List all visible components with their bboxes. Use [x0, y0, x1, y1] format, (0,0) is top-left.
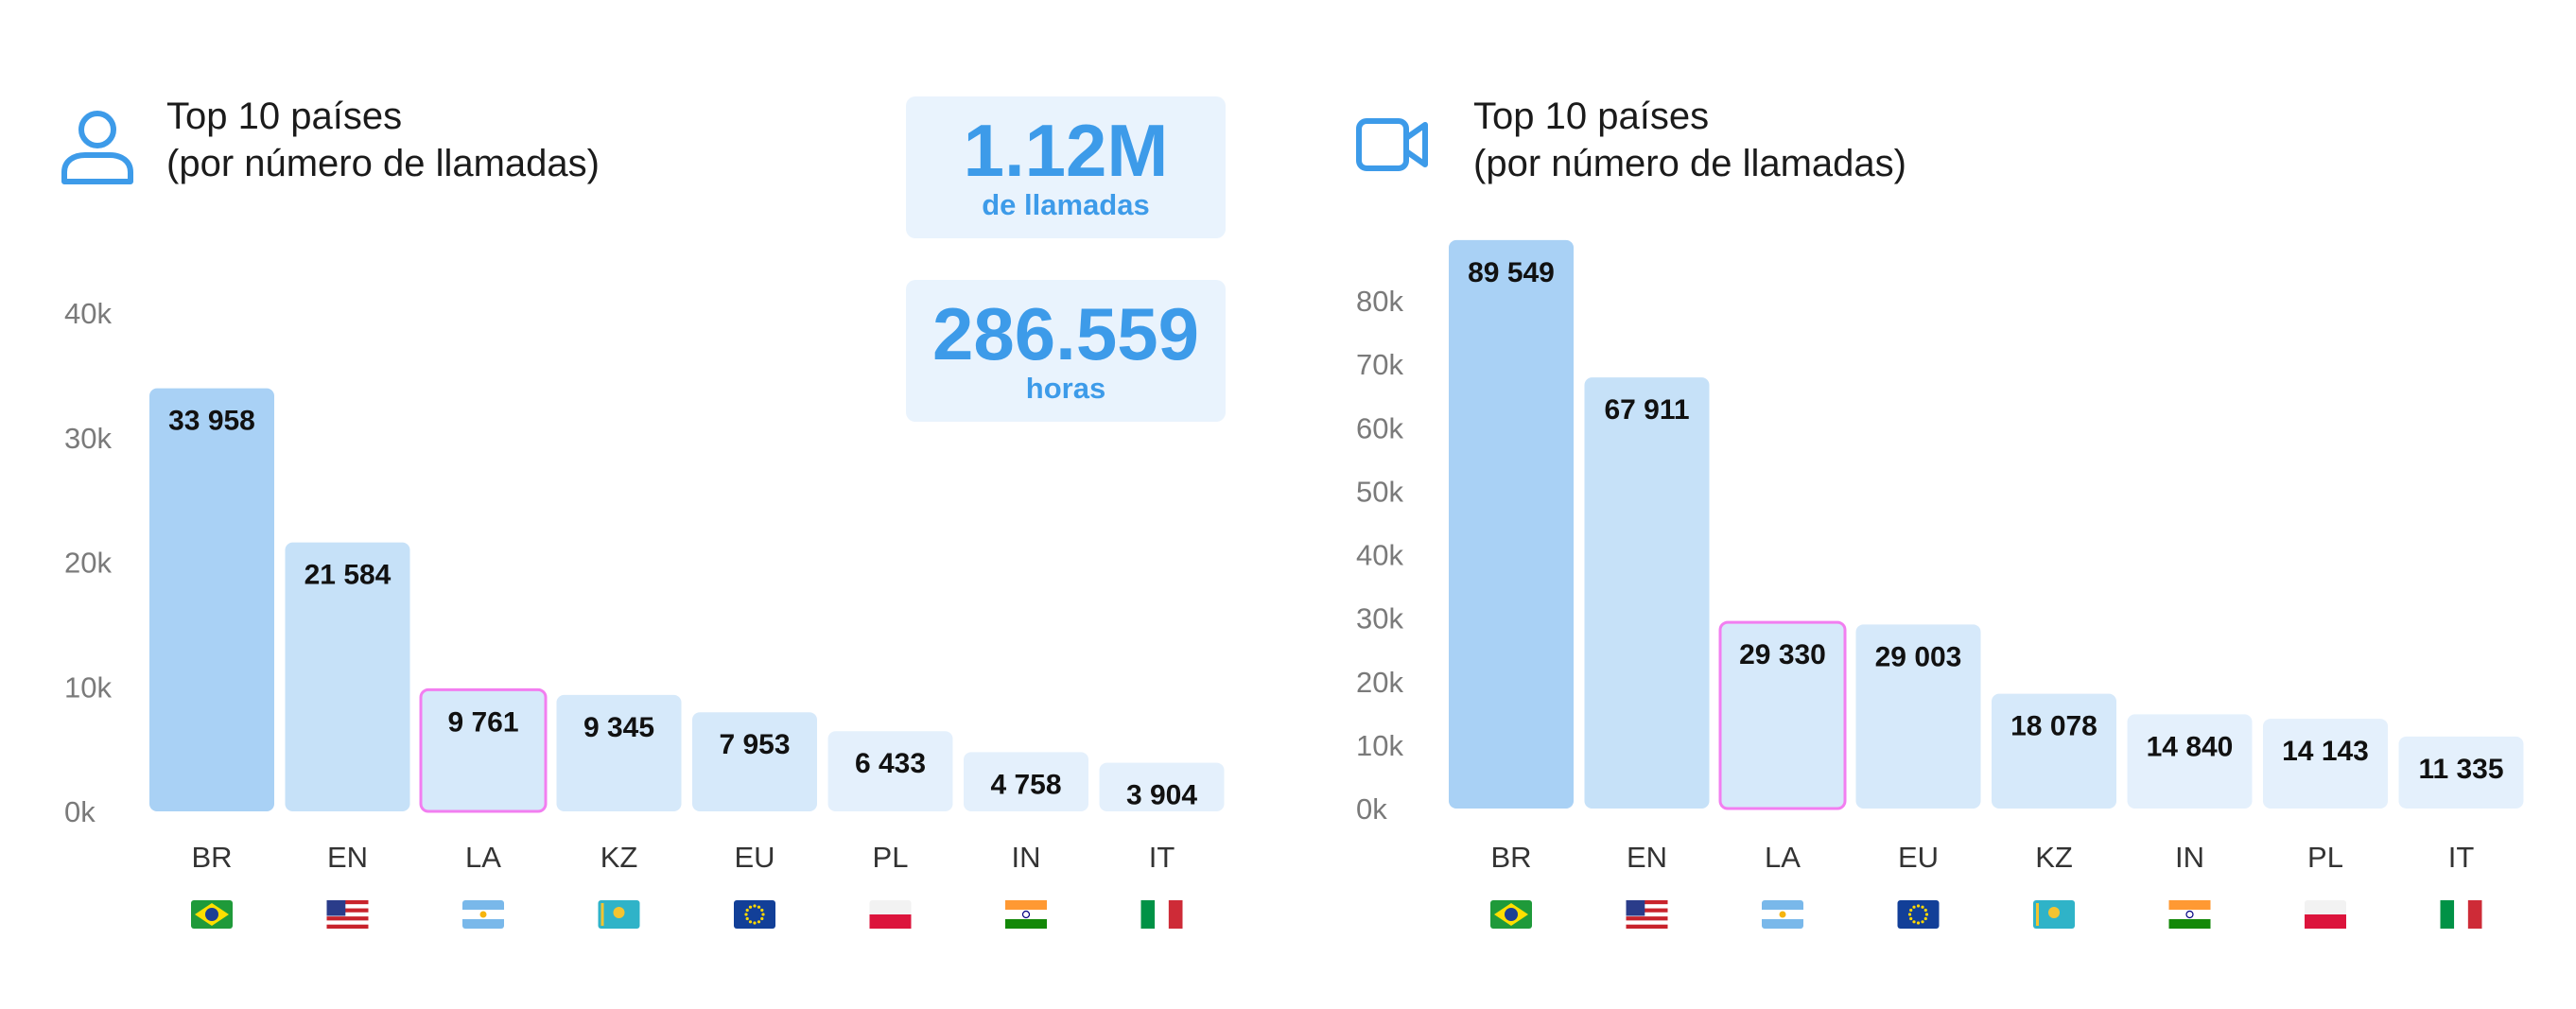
- category-label: IT: [2448, 841, 2475, 874]
- bar-en: [1584, 377, 1710, 809]
- panel-video-calls: Top 10 países (por número de llamadas) 0…: [1288, 0, 2576, 1009]
- bar-eu: [1855, 624, 1981, 809]
- y-tick-label: 30k: [64, 422, 112, 455]
- flag-eu-icon: [734, 900, 775, 929]
- y-tick-label: 40k: [64, 297, 112, 330]
- panel-calls: Top 10 países (por número de llamadas) 1…: [61, 93, 1226, 929]
- stat-total-calls: 1.12M de llamadas: [906, 96, 1226, 238]
- y-tick-label: 0k: [1356, 792, 1387, 826]
- bar-pl: [2263, 719, 2388, 809]
- user-icon: [61, 111, 133, 184]
- y-tick-label: 0k: [64, 795, 96, 828]
- category-label: EN: [327, 841, 368, 874]
- bar-value-label: 29 330: [1739, 639, 1826, 670]
- category-label: PL: [873, 841, 909, 874]
- category-label: BR: [191, 841, 232, 874]
- y-tick-label: 60k: [1356, 411, 1403, 444]
- y-tick-label: 10k: [1356, 729, 1403, 762]
- y-tick-label: 10k: [64, 670, 112, 704]
- bar-value-label: 11 335: [2418, 754, 2503, 785]
- y-tick-label: 50k: [1356, 475, 1403, 508]
- stat-label: horas: [1025, 372, 1106, 405]
- bar-value-label: 14 143: [2282, 736, 2369, 767]
- flag-br-icon: [1490, 900, 1532, 929]
- category-label: IT: [1149, 841, 1175, 874]
- flag-eu-icon: [1897, 900, 1940, 929]
- category-label: KZ: [600, 841, 638, 874]
- bar-eu: [692, 712, 817, 811]
- flag-pl-icon: [2305, 900, 2346, 929]
- bar-value-label: 29 003: [1875, 641, 1962, 672]
- y-tick-label: 40k: [1356, 539, 1403, 572]
- y-tick-label: 30k: [1356, 602, 1403, 635]
- flag-br-icon: [191, 900, 233, 929]
- title-line-2: (por número de llamadas): [166, 143, 600, 184]
- bar-value-label: 9 345: [583, 712, 654, 743]
- flag-us-icon: [1626, 900, 1668, 929]
- bar-value-label: 4 758: [990, 769, 1061, 800]
- flag-ar-icon: [462, 900, 504, 929]
- bar-in: [2127, 714, 2253, 809]
- calls-bar-chart: 0k 10k 20k 30k 40k 33 958 BR 21 584 EN 9 761 LA 9 3…: [64, 297, 1225, 929]
- title-line-2: (por número de llamadas): [1473, 143, 1906, 184]
- flag-kz-icon: [598, 900, 640, 929]
- stat-value: 1.12M: [963, 109, 1169, 192]
- bar-value-label: 9 761: [447, 706, 518, 738]
- category-label: EU: [1898, 841, 1939, 874]
- bar-it: [2398, 736, 2524, 809]
- panel-title: Top 10 países (por número de llamadas): [1473, 93, 1906, 187]
- bar-it: [1099, 762, 1225, 811]
- stat-total-hours: 286.559 horas: [906, 280, 1226, 422]
- bar-br: [1449, 239, 1574, 809]
- category-label: KZ: [2035, 841, 2073, 874]
- flag-in-icon: [1005, 900, 1047, 929]
- category-label: EN: [1627, 841, 1667, 874]
- bar-la: [1718, 620, 1847, 810]
- flag-it-icon: [2440, 900, 2482, 929]
- bar-value-label: 18 078: [2010, 711, 2097, 742]
- flag-pl-icon: [869, 900, 912, 929]
- stat-value: 286.559: [932, 292, 1199, 375]
- bar-value-label: 7 953: [719, 729, 790, 760]
- y-tick-label: 20k: [1356, 666, 1403, 699]
- bar-value-label: 89 549: [1468, 257, 1555, 288]
- category-label: LA: [465, 841, 501, 874]
- category-label: IN: [1012, 841, 1041, 874]
- flag-in-icon: [2168, 900, 2211, 929]
- y-tick-label: 20k: [64, 547, 112, 580]
- bar-kz: [556, 694, 682, 811]
- category-label: EU: [734, 841, 775, 874]
- bar-br: [149, 388, 274, 811]
- title-line-1: Top 10 países: [166, 96, 403, 137]
- bar-value-label: 6 433: [855, 748, 926, 779]
- category-label: LA: [1765, 841, 1801, 874]
- bar-pl: [827, 731, 953, 811]
- bar-value-label: 3 904: [1126, 780, 1197, 811]
- panel-title: Top 10 países (por número de llamadas): [166, 93, 600, 187]
- video-camera-icon: [1356, 118, 1428, 171]
- category-label: BR: [1490, 841, 1531, 874]
- category-label: IN: [2175, 841, 2204, 874]
- bar-en: [285, 542, 410, 811]
- bar-value-label: 67 911: [1604, 394, 1689, 426]
- y-tick-label: 70k: [1356, 348, 1403, 381]
- bar-in: [964, 752, 1088, 811]
- flag-ar-icon: [1762, 900, 1803, 929]
- bar-value-label: 21 584: [305, 560, 392, 591]
- bar-kz: [1992, 693, 2116, 809]
- bar-value-label: 33 958: [168, 406, 255, 437]
- video-calls-bar-chart: 0k 10k 20k 30k 40k 50k 60k 70k 80k 89 549 BR 67 911…: [1356, 239, 2524, 929]
- flag-us-icon: [326, 900, 369, 929]
- category-label: PL: [2307, 841, 2343, 874]
- bar-value-label: 14 840: [2147, 731, 2234, 762]
- flag-it-icon: [1140, 900, 1183, 929]
- bar-la: [419, 687, 548, 813]
- flag-kz-icon: [2033, 900, 2075, 929]
- y-tick-label: 80k: [1356, 285, 1403, 318]
- title-line-1: Top 10 países: [1473, 96, 1710, 137]
- stat-label: de llamadas: [982, 188, 1150, 221]
